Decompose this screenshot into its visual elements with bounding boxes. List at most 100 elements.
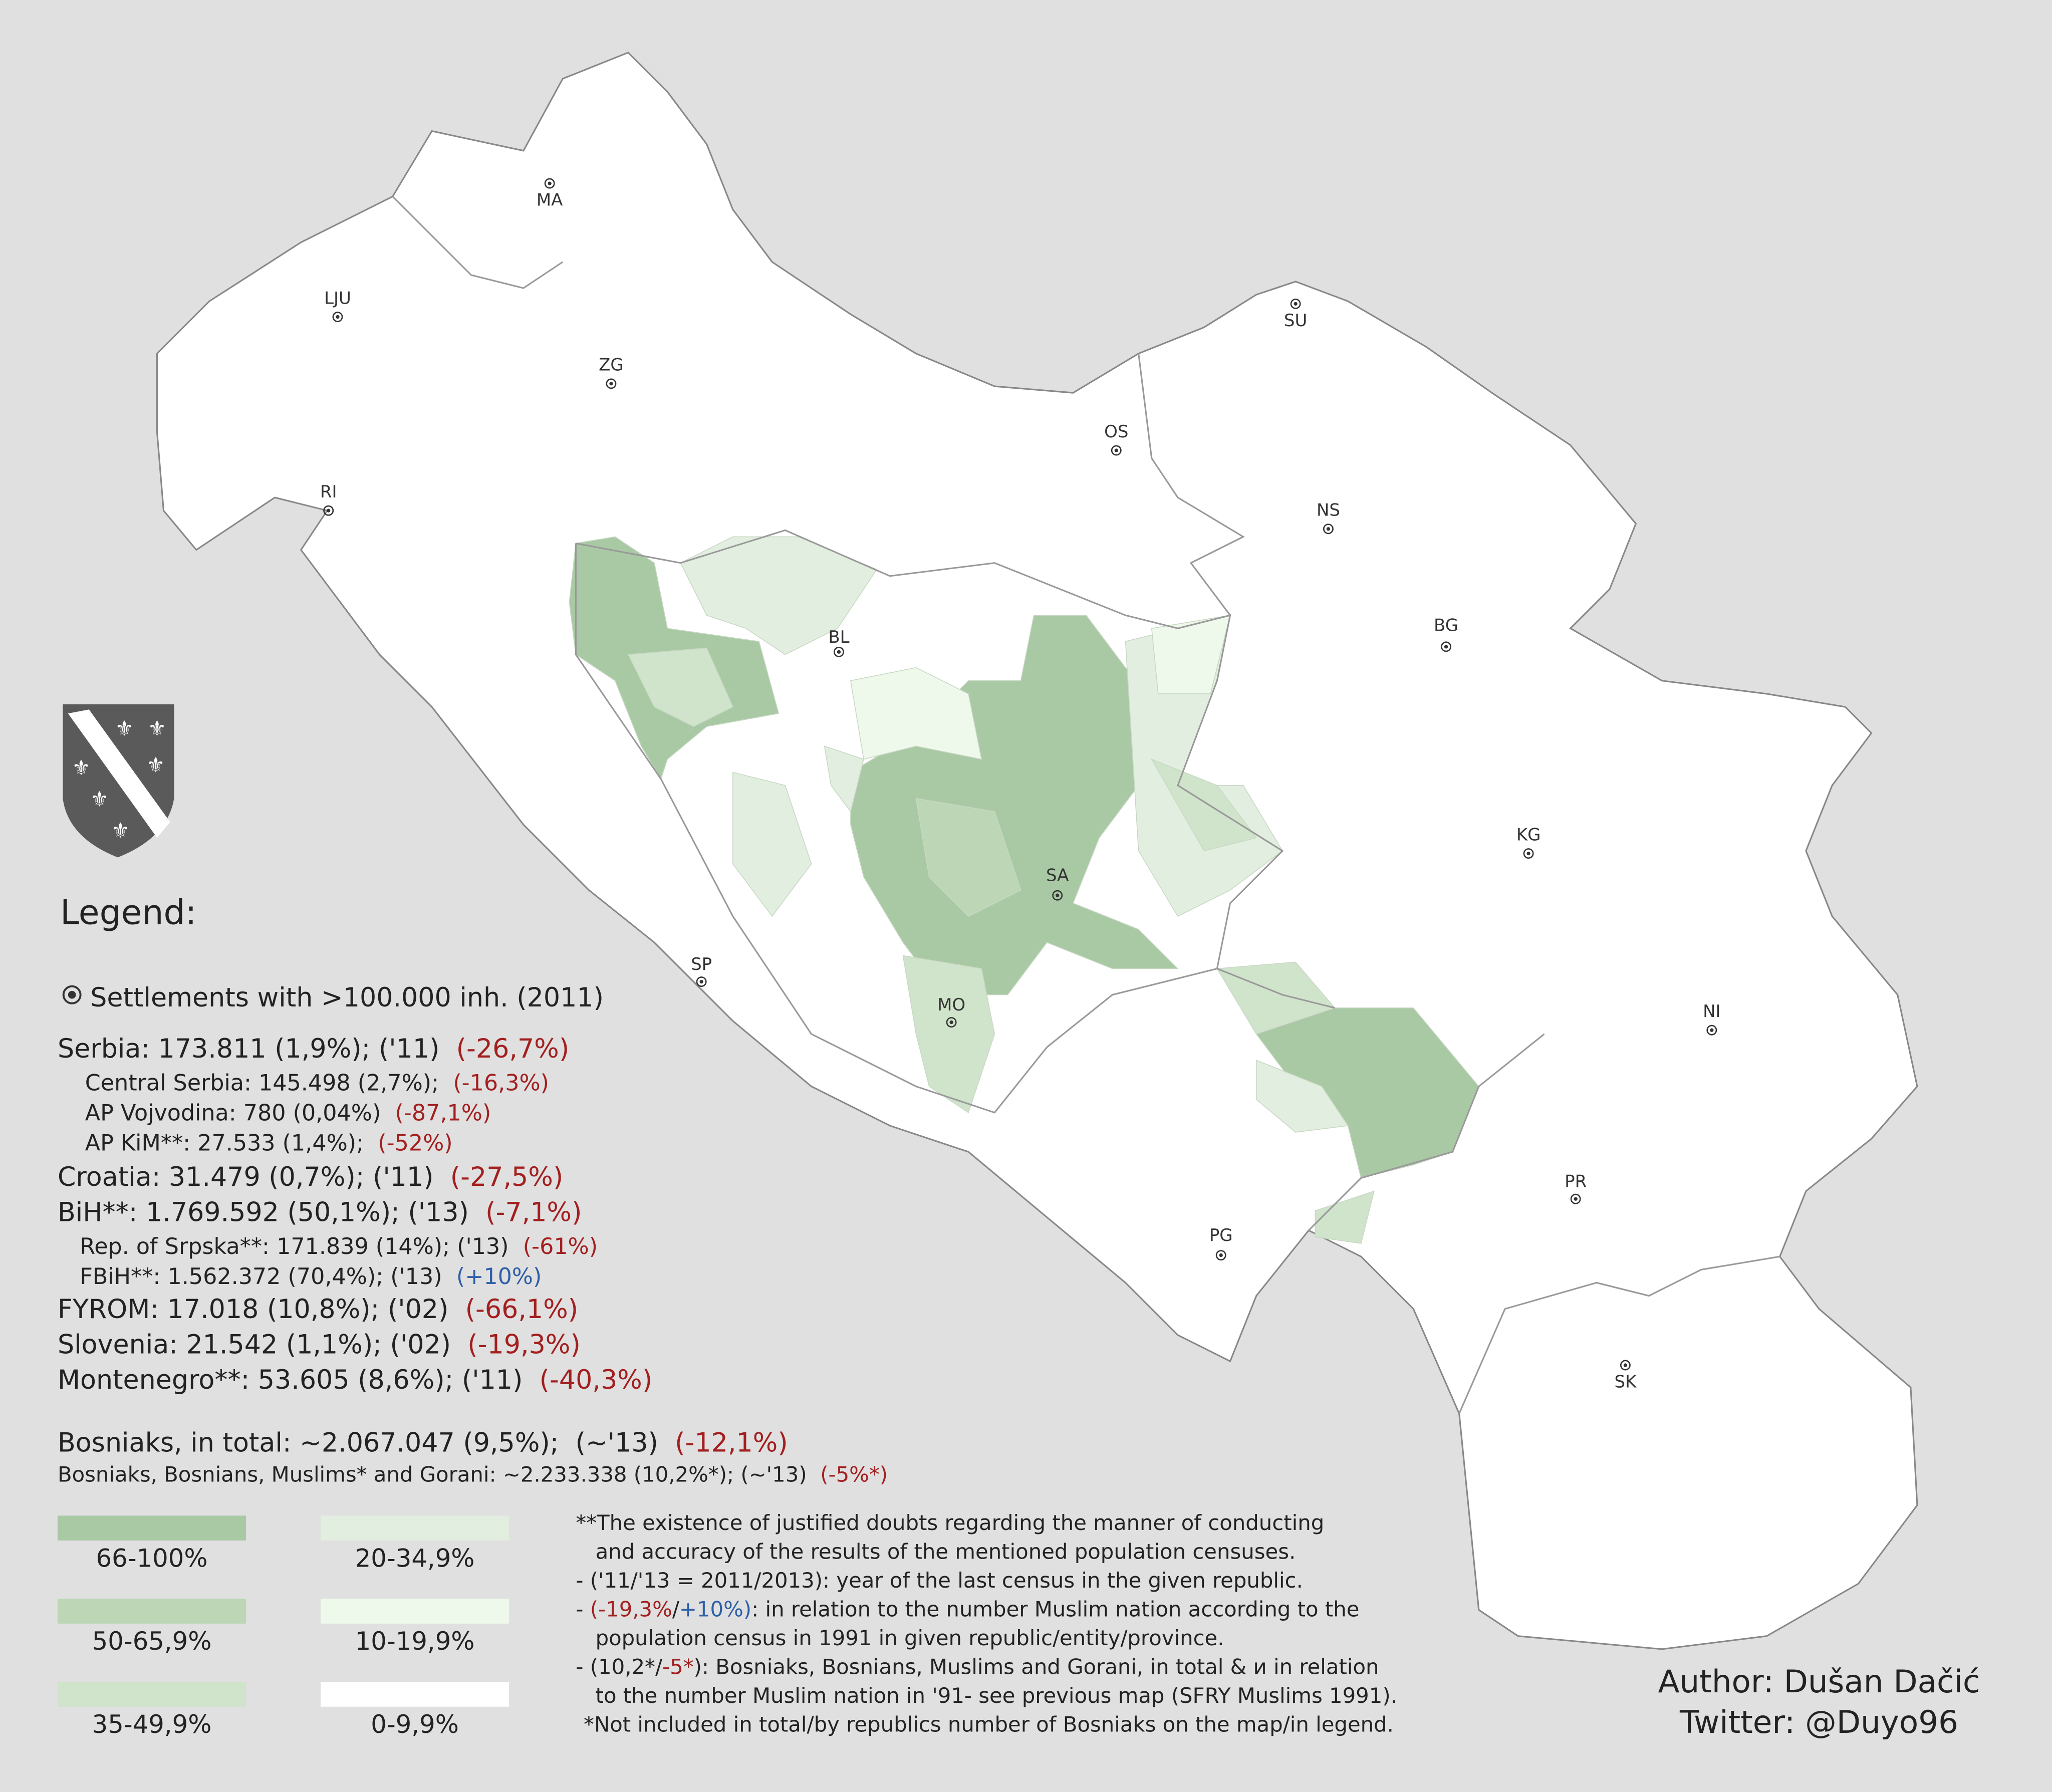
legend-label: 20-34,9% — [355, 1544, 475, 1573]
region — [680, 536, 878, 655]
city-label: SA — [1046, 865, 1069, 885]
note-part: to the number Muslim nation in '91- see … — [596, 1683, 1397, 1708]
city-marker — [332, 312, 343, 323]
regions — [569, 536, 1479, 1244]
city-dot — [1294, 302, 1298, 306]
stat-text: AP KiM**: 27.533 (1,4%); — [85, 1131, 364, 1156]
city-dot — [1710, 1028, 1714, 1032]
stat-text: Rep. of Srpska**: 171.839 (14%); ('13) — [80, 1234, 508, 1259]
city-label: PR — [1565, 1172, 1587, 1192]
region — [902, 955, 995, 1114]
city-marker — [946, 1017, 957, 1028]
city-label: NS — [1317, 500, 1340, 521]
city-label: ZG — [599, 355, 624, 375]
note-part: (-19,3% — [590, 1597, 672, 1622]
note-part: -5* — [662, 1654, 694, 1679]
note-line: - (-19,3%/+10%): in relation to the numb… — [576, 1597, 1359, 1622]
city-dot — [327, 508, 331, 513]
stat-change: (-19,3%) — [467, 1330, 581, 1360]
settlement-symbol-dot — [68, 990, 76, 999]
note-part: / — [672, 1597, 680, 1622]
city-marker — [1706, 1025, 1717, 1036]
lily: ⚜ — [146, 753, 165, 778]
note-line: - (10,2*/-5*): Bosniaks, Bosnians, Musli… — [576, 1654, 1379, 1679]
border — [575, 543, 1217, 1114]
border — [1308, 1033, 1545, 1231]
note-part: : in relation to the number Muslim natio… — [751, 1597, 1359, 1622]
stat-text: FYROM: 17.018 (10,8%); ('02) — [58, 1295, 448, 1325]
stat-text: Central Serbia: 145.498 (2,7%); — [85, 1070, 439, 1096]
city-marker — [696, 976, 707, 987]
city-dot — [837, 650, 841, 654]
stat-change: (-66,1%) — [465, 1295, 579, 1325]
city-label: BL — [828, 627, 849, 647]
legend-label: 50-65,9% — [92, 1627, 212, 1656]
legend-swatch — [57, 1515, 246, 1541]
stat-line: Serbia: 173.811 (1,9%); ('11) (-26,7%) — [58, 1034, 569, 1064]
stat-line: FBiH**: 1.562.372 (70,4%); ('13) (+10%) — [80, 1264, 542, 1290]
lily: ⚜ — [90, 787, 109, 812]
note-part: - (10,2*/ — [576, 1654, 663, 1679]
stat-change: (-27,5%) — [450, 1162, 564, 1192]
city-marker — [1620, 1360, 1631, 1371]
legend-label: 66-100% — [96, 1544, 208, 1573]
stat-line: AP Vojvodina: 780 (0,04%) (-87,1%) — [85, 1100, 491, 1126]
stat-line: Bosniaks, Bosnians, Muslims* and Gorani:… — [58, 1462, 888, 1486]
stat-change: (-40,3%) — [540, 1365, 653, 1395]
city-label: NI — [1703, 1001, 1720, 1021]
city-marker — [544, 178, 555, 189]
region — [1151, 615, 1231, 694]
note-part: population census in 1991 in given repub… — [596, 1626, 1224, 1650]
stat-text: FBiH**: 1.562.372 (70,4%); ('13) — [80, 1264, 442, 1290]
stat-line: Croatia: 31.479 (0,7%); ('11) (-27,5%) — [58, 1162, 563, 1192]
legend-swatch — [321, 1599, 509, 1624]
stat-change: (-5%*) — [820, 1462, 888, 1486]
region — [824, 745, 865, 813]
stat-line: Slovenia: 21.542 (1,1%); ('02) (-19,3%) — [58, 1330, 581, 1360]
lilies: ⚜ ⚜ ⚜ ⚜ ⚜ ⚜ — [72, 716, 166, 843]
city-dot — [1114, 448, 1118, 452]
stat-change: (-7,1%) — [485, 1198, 582, 1228]
legend-label: 35-49,9% — [92, 1710, 212, 1739]
region — [1315, 1190, 1375, 1244]
city-dot — [949, 1020, 953, 1025]
note-part: +10%) — [679, 1597, 751, 1622]
stat-change: (-16,3%) — [453, 1070, 549, 1096]
city-dot — [1326, 527, 1331, 531]
stat-line: Bosniaks, in total: ~2.067.047 (9,5%); (… — [58, 1428, 788, 1458]
legend-swatch — [57, 1599, 246, 1624]
stat-change: (-87,1%) — [395, 1100, 491, 1126]
city-marker — [606, 378, 617, 389]
city-label: MA — [537, 190, 563, 210]
stat-text: Slovenia: 21.542 (1,1%); ('02) — [58, 1330, 451, 1360]
city-label: KG — [1516, 825, 1541, 845]
city-dot — [1056, 893, 1060, 897]
city-marker — [1523, 848, 1534, 859]
note-line: *Not included in total/by republics numb… — [584, 1712, 1394, 1736]
city-marker — [1111, 445, 1122, 456]
settlement-symbol — [62, 985, 82, 1004]
stat-line: Montenegro**: 53.605 (8,6%); ('11) (-40,… — [58, 1365, 652, 1395]
borders — [392, 196, 1780, 1414]
city-dot — [1623, 1363, 1628, 1367]
city-marker — [1215, 1250, 1226, 1261]
city-dot — [548, 181, 552, 185]
city-dot — [1574, 1197, 1578, 1201]
region — [732, 772, 812, 917]
note-line: **The existence of justified doubts rega… — [576, 1510, 1324, 1535]
city-dot — [699, 979, 703, 984]
city-label: SK — [1615, 1372, 1637, 1392]
note-line: - ('11/'13 = 2011/2013): year of the las… — [576, 1568, 1303, 1593]
region — [915, 798, 1021, 917]
stat-text: BiH**: 1.769.592 (50,1%); ('13) — [58, 1198, 469, 1228]
city-label: PG — [1209, 1225, 1233, 1245]
note-line: to the number Muslim nation in '91- see … — [596, 1683, 1397, 1708]
stat-line: FYROM: 17.018 (10,8%); ('02) (-66,1%) — [58, 1295, 578, 1325]
lily: ⚜ — [148, 716, 166, 740]
city-dot — [1219, 1253, 1223, 1257]
legend-swatch — [57, 1682, 246, 1707]
city-label: BG — [1434, 616, 1458, 636]
lily: ⚜ — [72, 755, 90, 780]
city-marker — [1052, 890, 1063, 901]
